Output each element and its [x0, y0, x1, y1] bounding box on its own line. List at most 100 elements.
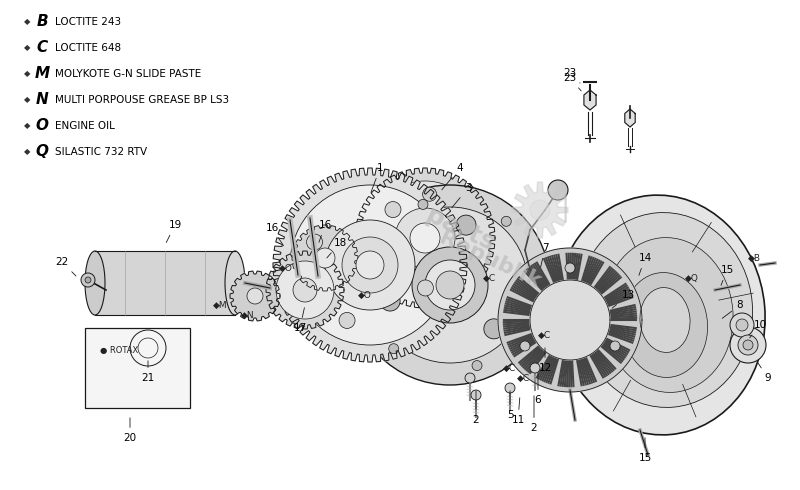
Text: ◆: ◆: [24, 70, 30, 78]
Circle shape: [306, 234, 322, 250]
Polygon shape: [530, 280, 610, 360]
Text: 8: 8: [722, 300, 743, 318]
Bar: [95, 251, 235, 315]
Circle shape: [471, 390, 481, 400]
Text: ● ROTAX: ● ROTAX: [100, 345, 138, 354]
Ellipse shape: [85, 251, 105, 315]
Circle shape: [350, 185, 550, 385]
Circle shape: [472, 361, 482, 370]
Text: ◆C: ◆C: [503, 364, 517, 372]
Text: 2: 2: [473, 391, 479, 425]
Polygon shape: [584, 90, 596, 110]
Text: Republik: Republik: [436, 228, 544, 292]
Text: 10: 10: [750, 320, 766, 338]
Circle shape: [730, 313, 754, 337]
Text: ◆B: ◆B: [747, 253, 761, 263]
Bar: [85, 328, 190, 408]
Circle shape: [610, 341, 620, 351]
Text: Q: Q: [35, 145, 49, 160]
Circle shape: [418, 199, 428, 209]
Polygon shape: [292, 225, 358, 291]
Circle shape: [548, 180, 568, 200]
Circle shape: [380, 291, 400, 311]
Text: B: B: [36, 15, 48, 29]
Text: 16: 16: [266, 223, 283, 245]
Text: ◆: ◆: [24, 44, 30, 52]
Circle shape: [412, 247, 488, 323]
Polygon shape: [273, 168, 467, 362]
Text: parts: parts: [422, 203, 498, 256]
Text: 4: 4: [442, 163, 463, 190]
Text: 15: 15: [638, 438, 652, 463]
Circle shape: [565, 263, 575, 273]
Polygon shape: [266, 251, 344, 329]
Circle shape: [315, 248, 335, 268]
Ellipse shape: [640, 288, 690, 352]
Circle shape: [339, 313, 355, 328]
Text: O: O: [35, 119, 49, 133]
Text: 13: 13: [612, 290, 634, 308]
Text: SILASTIC 732 RTV: SILASTIC 732 RTV: [55, 147, 147, 157]
Text: 16: 16: [318, 220, 332, 243]
Circle shape: [410, 223, 440, 253]
Circle shape: [736, 319, 748, 331]
Polygon shape: [355, 168, 495, 308]
Text: LOCTITE 648: LOCTITE 648: [55, 43, 121, 53]
Circle shape: [378, 249, 392, 263]
Text: N: N: [36, 93, 48, 107]
Text: ◆Q: ◆Q: [685, 273, 699, 283]
Circle shape: [425, 260, 475, 310]
Text: 18: 18: [327, 238, 346, 258]
Circle shape: [276, 261, 334, 319]
Circle shape: [465, 373, 475, 383]
Circle shape: [456, 215, 476, 235]
Circle shape: [730, 327, 766, 363]
Ellipse shape: [578, 213, 753, 407]
Circle shape: [743, 340, 753, 350]
Circle shape: [436, 271, 464, 299]
Circle shape: [290, 185, 450, 345]
Circle shape: [738, 335, 758, 355]
Circle shape: [530, 200, 550, 220]
Text: 3: 3: [452, 183, 471, 208]
Circle shape: [325, 220, 415, 310]
Circle shape: [385, 201, 401, 218]
Polygon shape: [512, 182, 568, 238]
Text: 7: 7: [541, 243, 548, 267]
Text: ◆: ◆: [24, 18, 30, 26]
Text: LOCTITE 243: LOCTITE 243: [55, 17, 121, 27]
Circle shape: [81, 273, 95, 287]
Text: 12: 12: [538, 348, 552, 373]
Polygon shape: [498, 248, 642, 392]
Circle shape: [85, 277, 91, 283]
Circle shape: [454, 257, 467, 271]
Text: ENGINE OIL: ENGINE OIL: [55, 121, 115, 131]
Text: ◆: ◆: [24, 147, 30, 156]
Text: 17: 17: [294, 308, 306, 333]
Text: 1: 1: [371, 163, 383, 193]
Text: 23: 23: [563, 68, 580, 83]
Text: ◆O: ◆O: [358, 291, 372, 299]
Text: ◆C: ◆C: [518, 373, 530, 383]
Ellipse shape: [225, 251, 245, 315]
Circle shape: [418, 280, 434, 296]
Text: ◆: ◆: [24, 96, 30, 104]
Text: 15: 15: [720, 265, 734, 285]
Ellipse shape: [555, 195, 765, 435]
Circle shape: [395, 208, 455, 268]
Text: ◆O: ◆O: [279, 264, 293, 272]
Text: ◆C: ◆C: [483, 273, 497, 283]
Text: 9: 9: [758, 362, 771, 383]
Polygon shape: [625, 109, 635, 127]
Text: ◆N: ◆N: [241, 311, 255, 319]
Text: |: |: [560, 193, 570, 221]
Text: MULTI PORPOUSE GREASE BP LS3: MULTI PORPOUSE GREASE BP LS3: [55, 95, 229, 105]
Text: M: M: [34, 67, 50, 81]
Circle shape: [530, 363, 540, 373]
Ellipse shape: [603, 238, 733, 392]
Circle shape: [362, 263, 372, 273]
Text: 22: 22: [55, 257, 76, 276]
Circle shape: [368, 181, 482, 295]
Text: 2: 2: [530, 396, 538, 433]
Circle shape: [520, 341, 530, 351]
